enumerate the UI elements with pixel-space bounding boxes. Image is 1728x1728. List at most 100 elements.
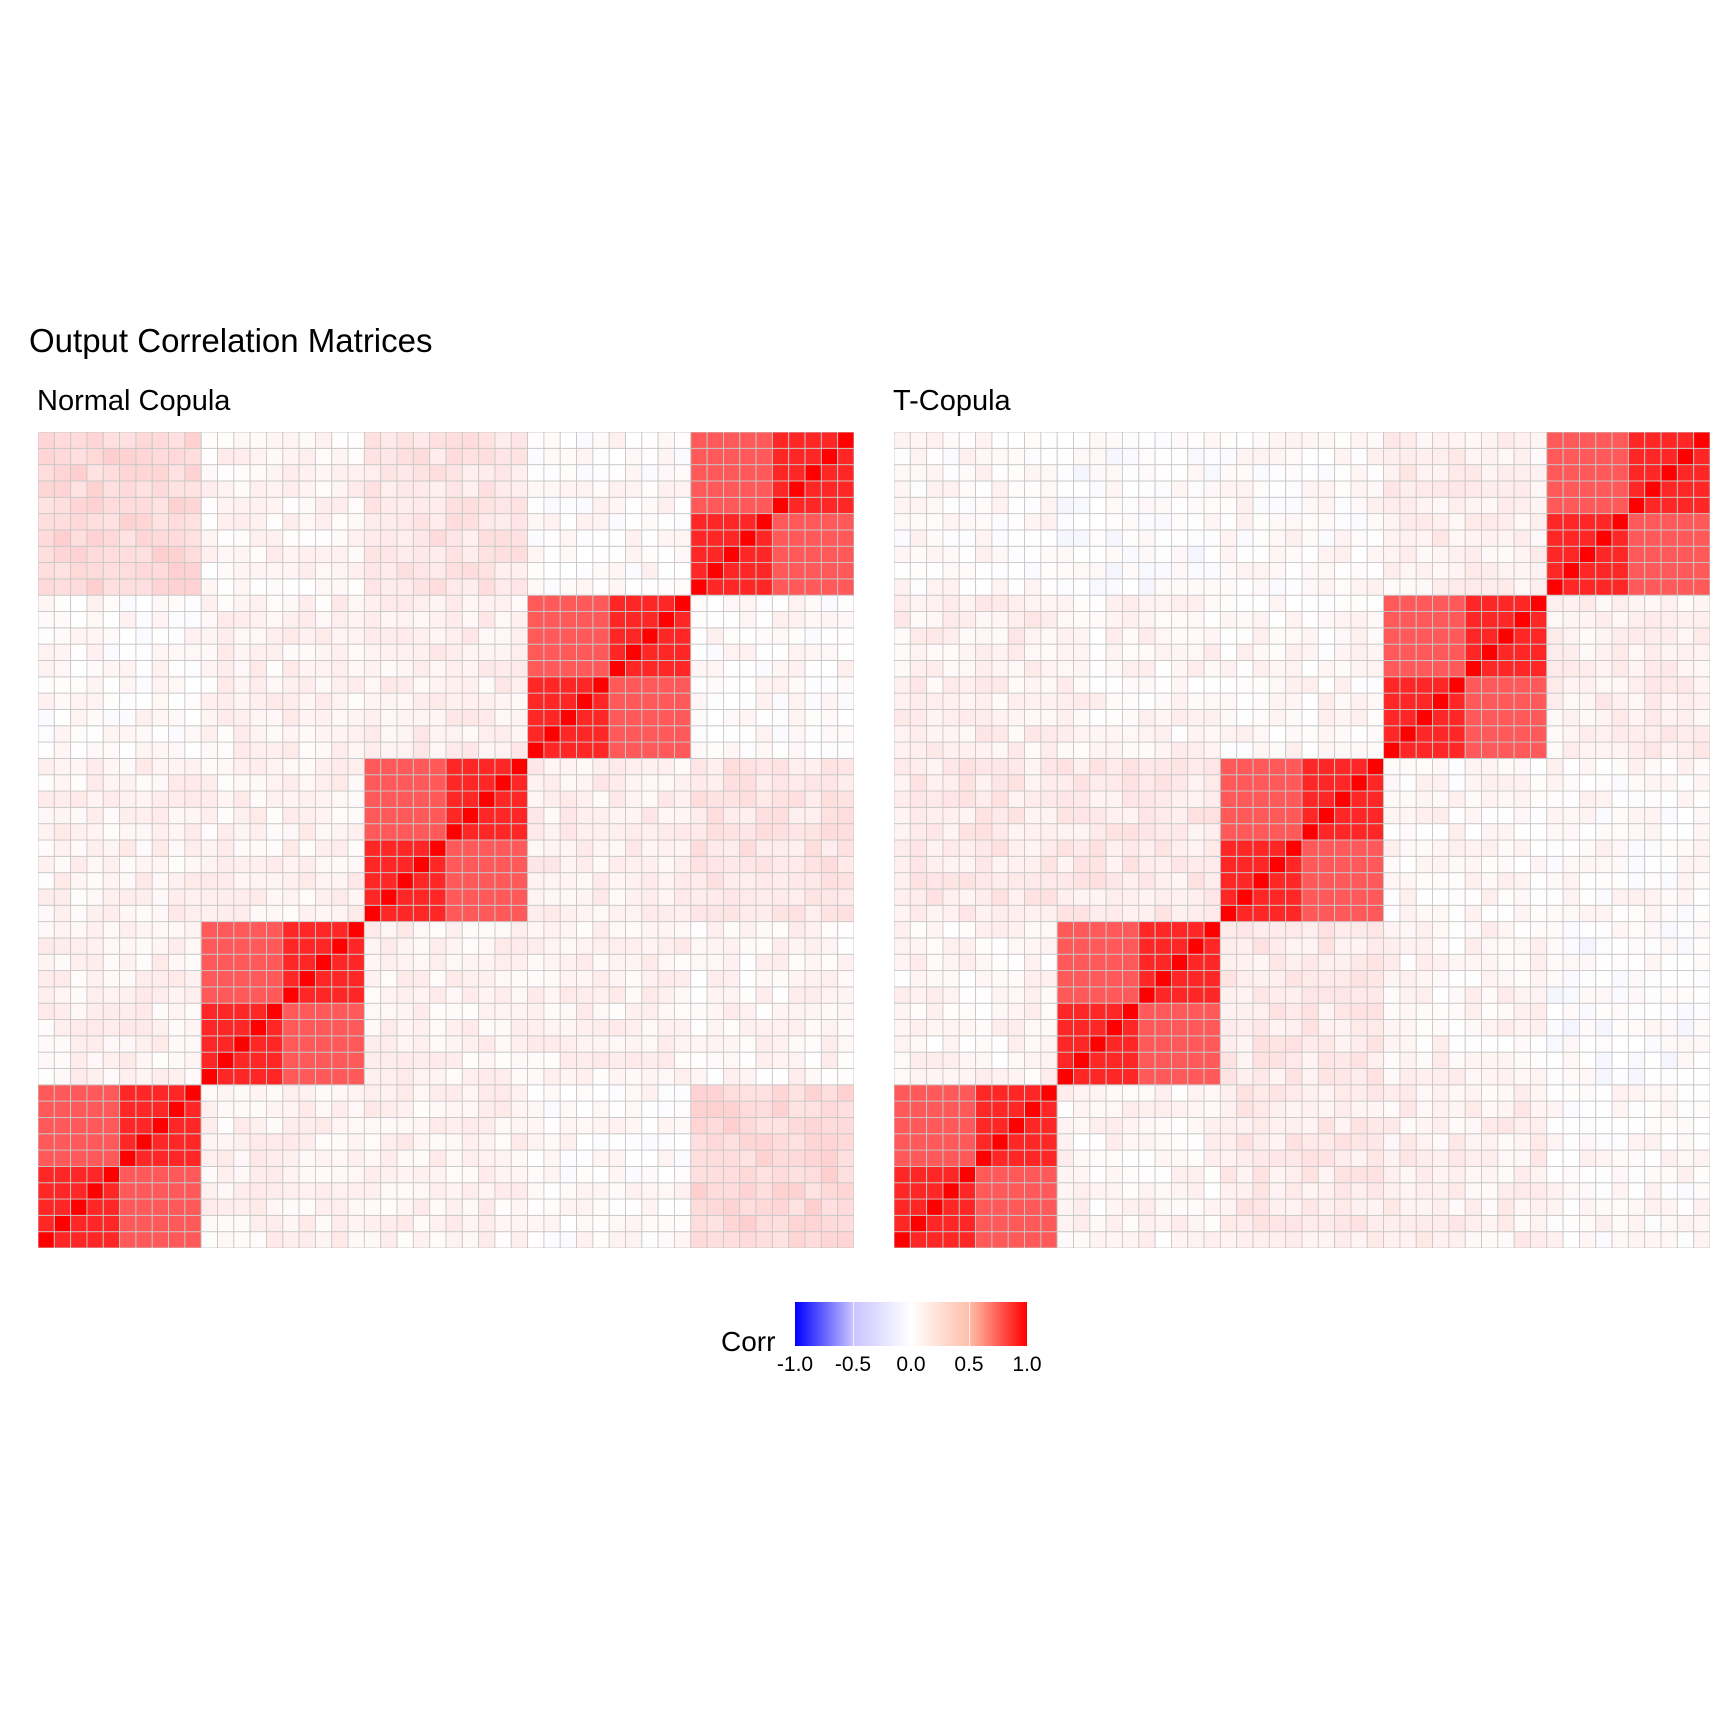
heatmap-cell [1432, 676, 1450, 694]
heatmap-cell [1660, 1214, 1678, 1233]
heatmap-cell [1530, 1019, 1548, 1037]
heatmap-cell [739, 806, 757, 825]
heatmap-cell [975, 1100, 993, 1118]
heatmap-cell [347, 1133, 365, 1151]
heatmap-cell [380, 611, 398, 629]
heatmap-cell [543, 611, 561, 629]
heatmap-cell [1073, 464, 1091, 482]
heatmap-cell [1383, 757, 1401, 776]
heatmap-cell [1334, 1182, 1352, 1200]
heatmap-cell [1154, 904, 1172, 923]
heatmap-cell [926, 562, 944, 580]
heatmap-cell [1317, 496, 1336, 515]
heatmap-cell [909, 970, 928, 988]
heatmap-cell [1187, 757, 1205, 776]
heatmap-cell [1040, 1149, 1058, 1167]
heatmap-cell [1676, 1002, 1695, 1020]
heatmap-cell [412, 562, 431, 580]
heatmap-cell [1644, 823, 1662, 841]
heatmap-cell [657, 708, 675, 727]
heatmap-cell [1236, 660, 1254, 678]
heatmap-cell [1007, 970, 1026, 988]
heatmap-cell [429, 986, 447, 1004]
heatmap-cell [380, 447, 398, 466]
heatmap-cell [53, 1002, 72, 1020]
heatmap-cell [1415, 480, 1434, 498]
heatmap-cell [478, 692, 496, 710]
heatmap-cell [102, 774, 121, 792]
heatmap-cell [86, 464, 104, 482]
heatmap-cell [559, 970, 578, 988]
heatmap-cell [1170, 790, 1189, 808]
heatmap-cell [1693, 1035, 1710, 1053]
heatmap-cell [331, 692, 349, 710]
heatmap-cell [494, 1133, 512, 1151]
heatmap-cell [991, 496, 1009, 515]
heatmap-cell [1383, 839, 1401, 857]
heatmap-cell [298, 1214, 316, 1233]
heatmap-cell [70, 464, 88, 482]
heatmap-cell [576, 839, 594, 857]
heatmap-cell [1660, 1116, 1678, 1135]
heatmap-cell [559, 660, 578, 678]
heatmap-cell [1627, 545, 1646, 564]
heatmap-cell [168, 1182, 186, 1200]
heatmap-cell [975, 643, 993, 661]
heatmap-cell [151, 1002, 170, 1020]
heatmap-cell [1546, 545, 1564, 564]
heatmap-cell [1187, 904, 1205, 923]
heatmap-cell [1415, 643, 1434, 661]
heatmap-cell [1089, 676, 1107, 694]
heatmap-cell [445, 790, 463, 808]
heatmap-cell [576, 611, 594, 629]
heatmap-cell [478, 953, 496, 972]
heatmap-cell [380, 545, 398, 564]
heatmap-cell [788, 1165, 806, 1184]
heatmap-cell [380, 725, 398, 743]
heatmap-cell [820, 529, 839, 547]
heatmap-cell [1024, 1051, 1042, 1069]
heatmap-cell [1693, 1116, 1710, 1135]
heatmap-cell [1497, 1084, 1515, 1102]
heatmap-cell [478, 529, 496, 547]
heatmap-cell [510, 643, 529, 661]
heatmap-cell [690, 643, 708, 661]
heatmap-cell [690, 464, 708, 482]
heatmap-cell [820, 1165, 839, 1184]
heatmap-cell [70, 986, 88, 1004]
heatmap-cell [1268, 660, 1287, 678]
heatmap-cell [527, 953, 545, 972]
heatmap-cell [461, 986, 480, 1004]
heatmap-cell [1481, 643, 1499, 661]
heatmap-cell [690, 1035, 708, 1053]
heatmap-cell [380, 1068, 398, 1086]
heatmap-cell [1513, 741, 1531, 759]
heatmap-cell [249, 594, 267, 612]
heatmap-cell [1415, 1084, 1434, 1102]
heatmap-cell [1595, 872, 1613, 890]
heatmap-cell [1089, 1035, 1107, 1053]
heatmap-cell [958, 496, 977, 515]
heatmap-cell [1252, 447, 1270, 466]
heatmap-cell [975, 986, 993, 1004]
heatmap-cell [168, 1019, 186, 1037]
heatmap-cell [592, 676, 610, 694]
heatmap-cell [894, 643, 911, 661]
heatmap-cell [119, 1133, 137, 1151]
heatmap-cell [1481, 1051, 1499, 1069]
heatmap-cell [53, 1068, 72, 1086]
heatmap-cell [641, 986, 659, 1004]
heatmap-cell [1415, 611, 1434, 629]
heatmap-cell [151, 594, 170, 612]
heatmap-cell [478, 1198, 496, 1216]
heatmap-cell [1334, 757, 1352, 776]
heatmap-cell [429, 1214, 447, 1233]
heatmap-cell [1089, 921, 1107, 939]
heatmap-cell [38, 1198, 55, 1216]
heatmap-cell [722, 676, 741, 694]
heatmap-cell [991, 562, 1009, 580]
heatmap-cell [217, 692, 235, 710]
heatmap-cell [739, 1068, 757, 1086]
heatmap-cell [200, 725, 218, 743]
heatmap-cell [1252, 757, 1270, 776]
